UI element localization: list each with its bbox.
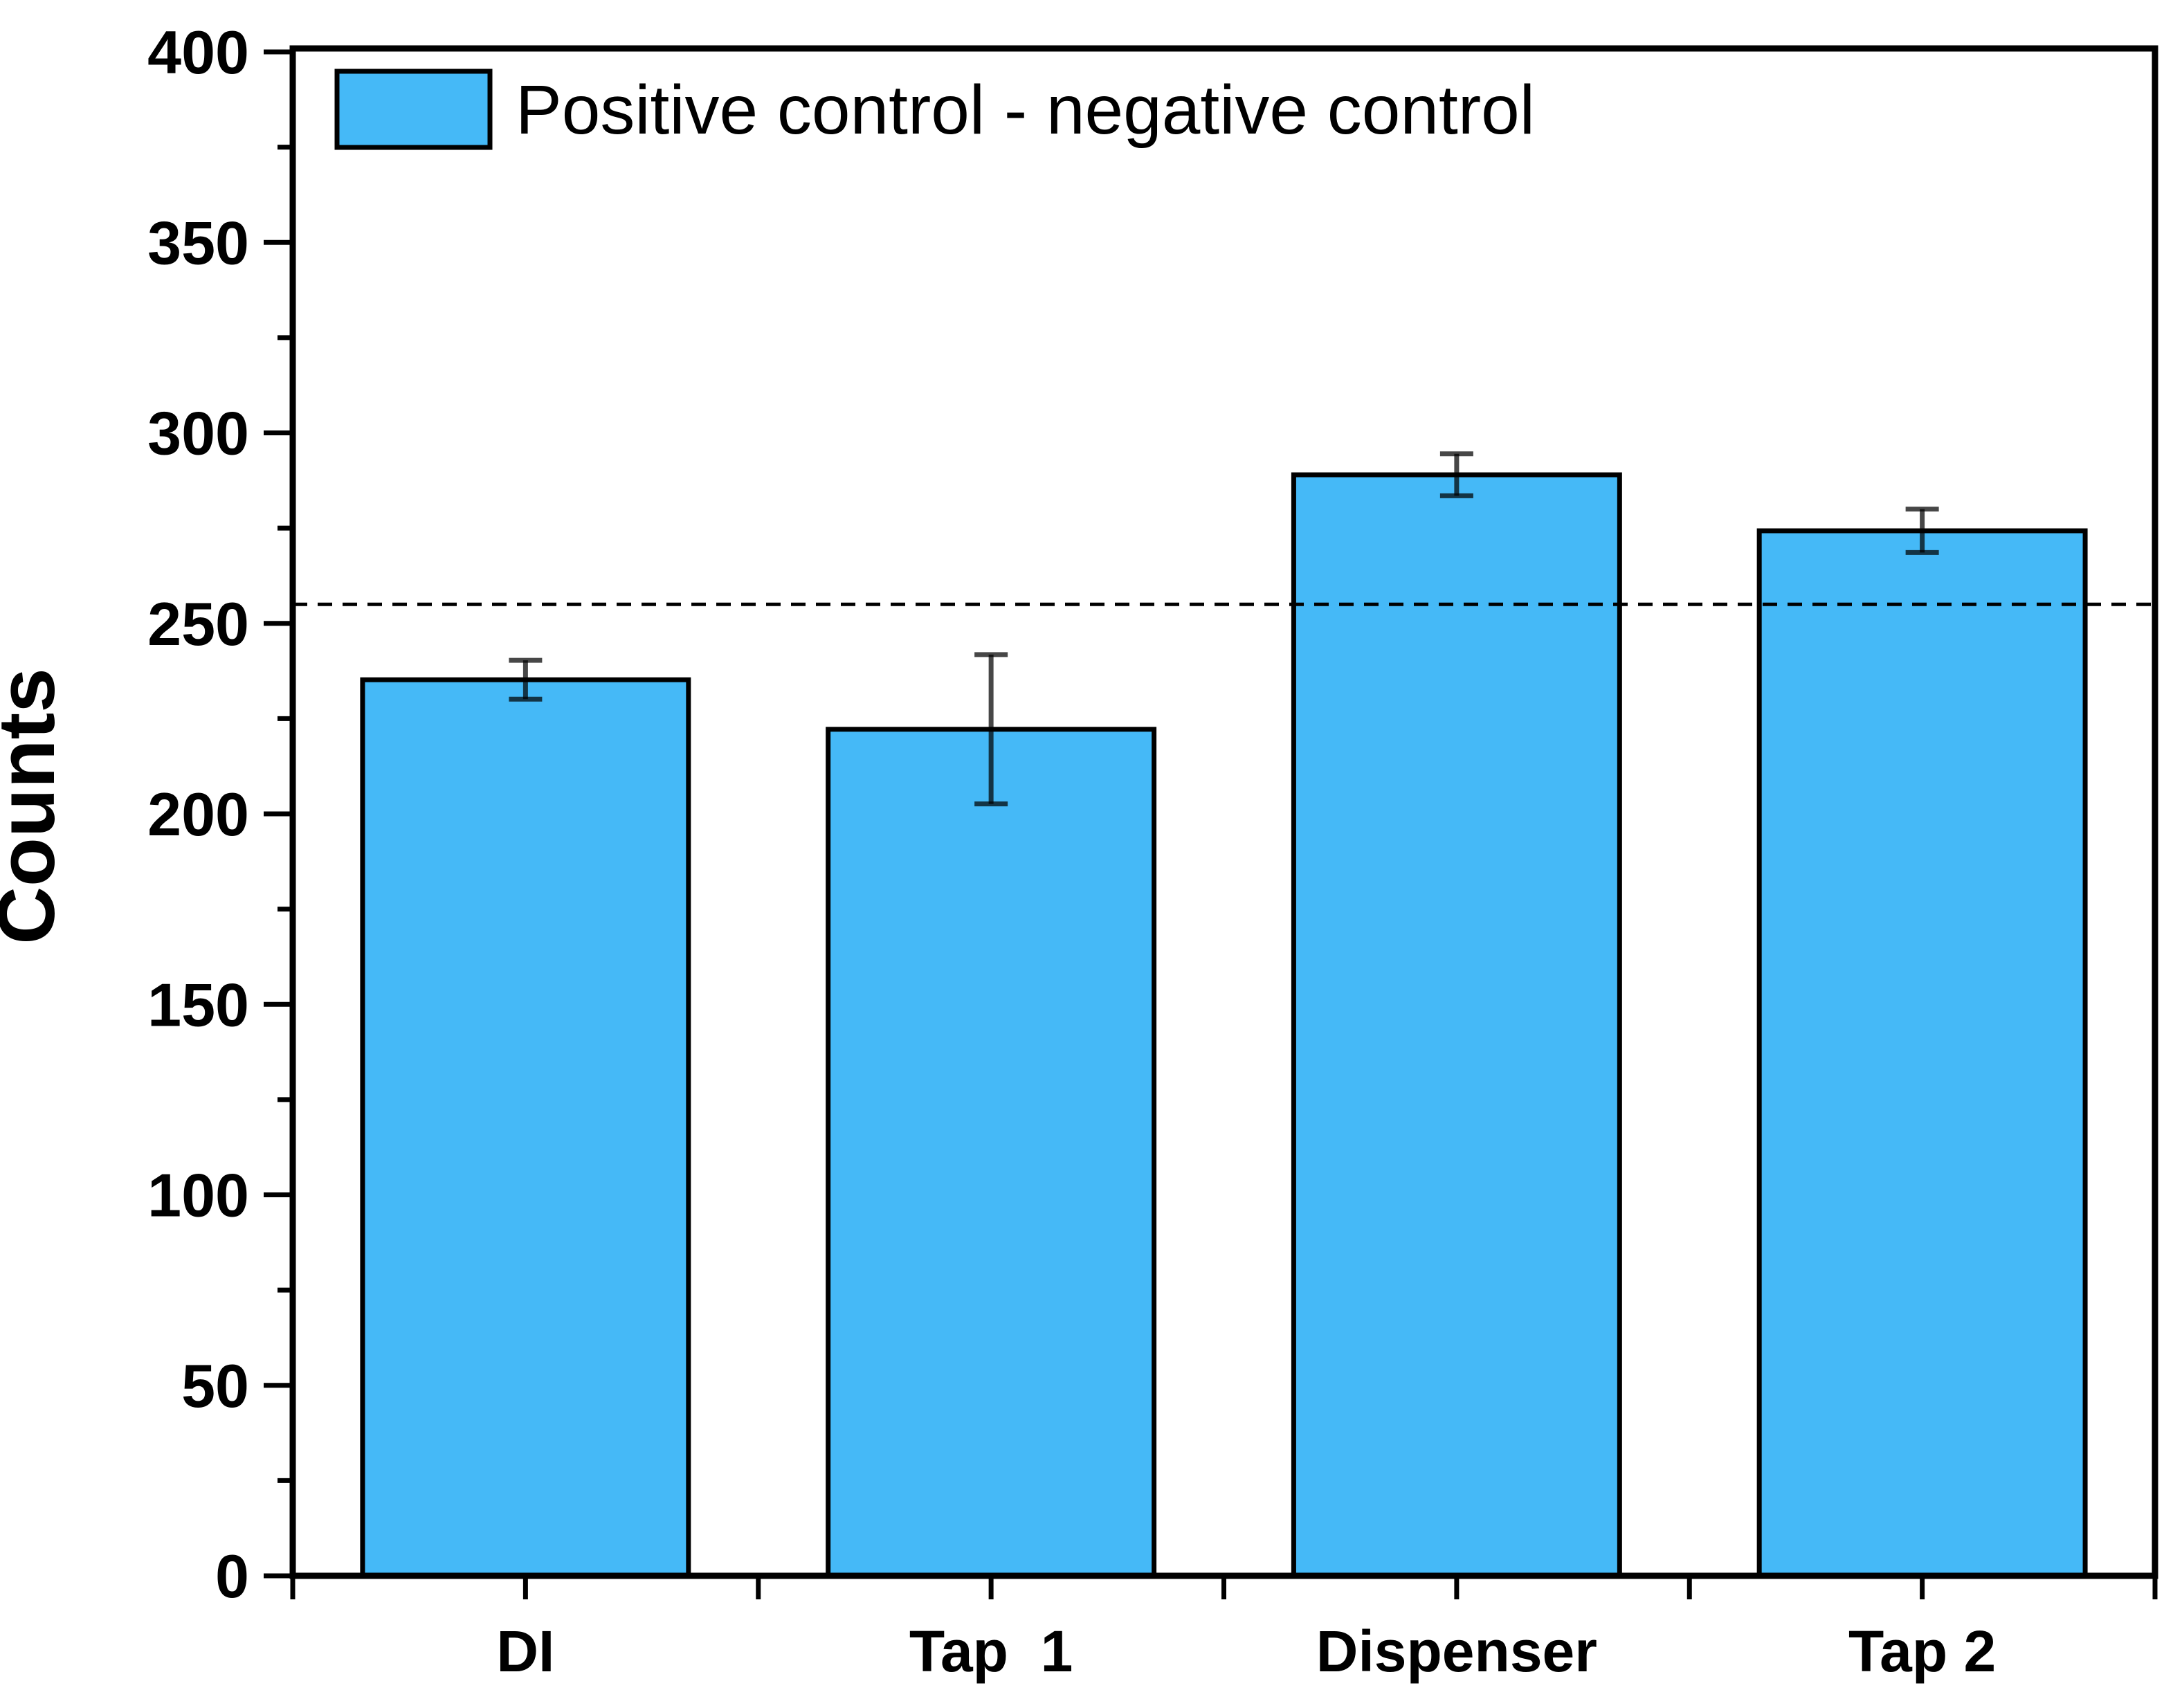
legend-swatch [334,69,493,150]
y-tick-label-0: 0 [215,1542,249,1610]
bar-1 [826,727,1157,1579]
y-tick-label-150: 150 [147,970,249,1039]
x-category-label-1: Tap 1 [909,1619,1073,1684]
y-axis-title: Counts [0,668,71,945]
x-category-label-3: Tap 2 [1848,1619,1996,1684]
y-tick-label-100: 100 [147,1161,249,1230]
bar-0 [360,677,691,1579]
y-tick-label-350: 350 [147,208,249,277]
x-category-label-0: DI [496,1619,554,1684]
y-tick-label-200: 200 [147,780,249,848]
y-tick-label-50: 50 [181,1352,249,1420]
y-tick-label-250: 250 [147,590,249,658]
legend-label: Positive control - negative control [516,71,1535,149]
x-category-label-2: Dispenser [1316,1619,1597,1684]
y-tick-label-300: 300 [147,399,249,468]
bar-3 [1756,528,2088,1579]
bar-2 [1291,472,1622,1579]
y-tick-label-400: 400 [147,18,249,87]
